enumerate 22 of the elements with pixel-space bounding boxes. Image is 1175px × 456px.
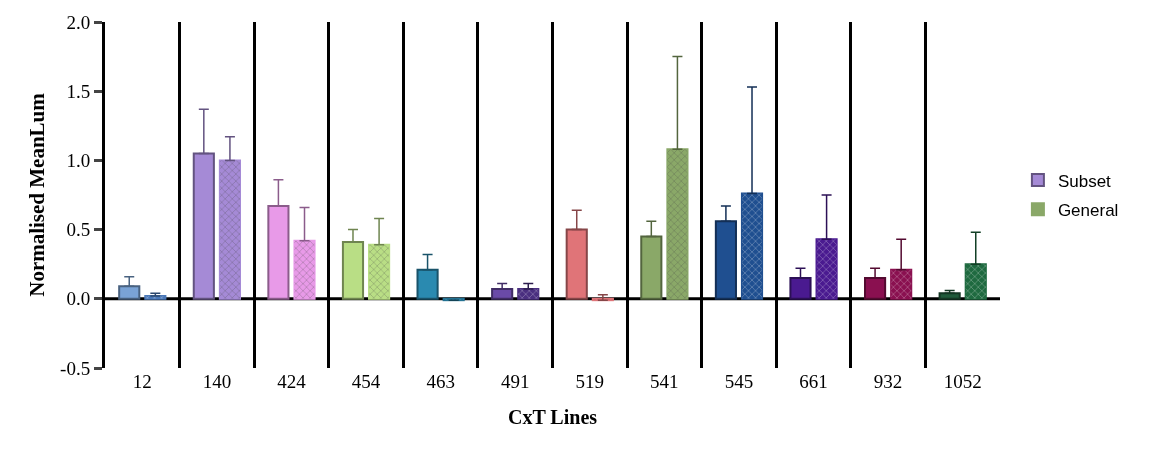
y-tick-label: -0.5 (60, 357, 91, 379)
y-tick-label: 1.5 (66, 80, 91, 102)
x-tick-label: 463 (426, 371, 455, 392)
x-tick-label: 454 (351, 371, 381, 392)
x-tick-label: 491 (500, 371, 530, 392)
x-tick-label: 661 (799, 371, 828, 392)
x-tick-label: 424 (277, 371, 307, 392)
y-tick-label: 1.0 (66, 150, 91, 172)
y-axis-title: Normalised MeanLum (25, 92, 50, 297)
x-tick-label: 541 (650, 371, 679, 392)
y-tick-label: 0.5 (66, 219, 91, 241)
legend-label: Subset (1057, 171, 1112, 191)
x-tick-label: 932 (873, 371, 903, 392)
legend-label: General (1057, 200, 1119, 220)
x-tick-label: 519 (575, 371, 605, 392)
y-tick-label: 0.0 (66, 288, 91, 310)
x-tick-label: 1052 (943, 371, 982, 392)
x-tick-label: 545 (724, 371, 754, 392)
x-axis-title: CxT Lines (507, 405, 598, 428)
x-tick-label: 140 (202, 371, 232, 392)
y-tick-label: 2.0 (66, 11, 91, 33)
x-tick-label: 12 (132, 371, 152, 392)
